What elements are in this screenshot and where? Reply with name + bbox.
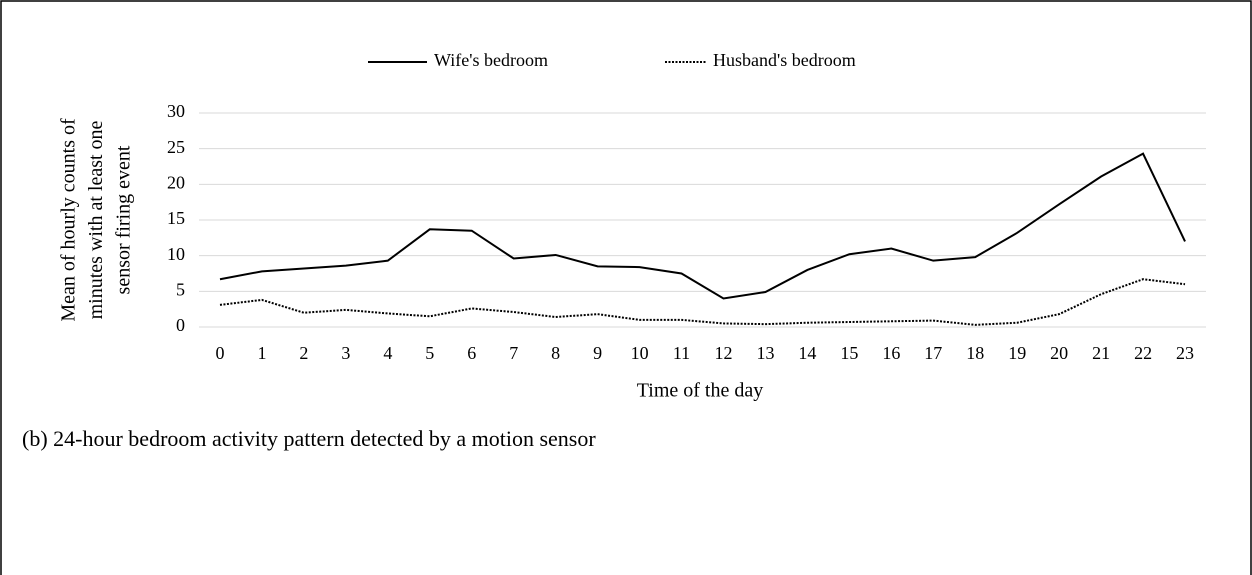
y-tick-label: 0 xyxy=(176,315,185,335)
y-tick-label: 25 xyxy=(167,137,185,157)
legend-label: Husband's bedroom xyxy=(713,50,856,70)
x-tick-label: 16 xyxy=(882,343,900,363)
x-tick-label: 0 xyxy=(215,343,224,363)
y-axis-title: sensor firing event xyxy=(113,145,135,294)
y-tick-label: 10 xyxy=(167,244,185,264)
x-tick-label: 2 xyxy=(299,343,308,363)
x-tick-label: 13 xyxy=(756,343,774,363)
x-tick-label: 9 xyxy=(593,343,602,363)
x-tick-label: 5 xyxy=(425,343,434,363)
x-tick-label: 15 xyxy=(840,343,858,363)
x-tick-label: 23 xyxy=(1176,343,1194,363)
y-axis-title: minutes with at least one xyxy=(85,120,107,319)
legend-label: Wife's bedroom xyxy=(434,50,548,70)
caption: (b) 24-hour bedroom activity pattern det… xyxy=(22,426,596,451)
y-tick-label: 5 xyxy=(176,279,185,299)
y-tick-label: 15 xyxy=(167,208,185,228)
series-line xyxy=(219,278,1186,326)
x-tick-label: 12 xyxy=(714,343,732,363)
x-tick-label: 7 xyxy=(509,343,518,363)
x-tick-label: 19 xyxy=(1008,343,1026,363)
x-tick-label: 1 xyxy=(257,343,266,363)
y-axis-title: Mean of hourly counts of xyxy=(58,118,80,322)
x-tick-label: 4 xyxy=(383,343,392,363)
x-tick-label: 22 xyxy=(1134,343,1152,363)
x-tick-label: 18 xyxy=(966,343,984,363)
x-tick-label: 3 xyxy=(341,343,350,363)
y-tick-label: 20 xyxy=(167,172,185,192)
x-tick-label: 6 xyxy=(467,343,476,363)
x-tick-label: 20 xyxy=(1050,343,1068,363)
x-tick-label: 14 xyxy=(798,343,816,363)
series-line xyxy=(219,152,1186,300)
y-tick-label: 30 xyxy=(167,101,185,121)
x-tick-label: 10 xyxy=(631,343,649,363)
x-axis-title: Time of the day xyxy=(637,380,763,402)
x-tick-label: 21 xyxy=(1092,343,1110,363)
x-tick-label: 11 xyxy=(673,343,690,363)
x-tick-label: 8 xyxy=(551,343,560,363)
x-tick-label: 17 xyxy=(924,343,942,363)
